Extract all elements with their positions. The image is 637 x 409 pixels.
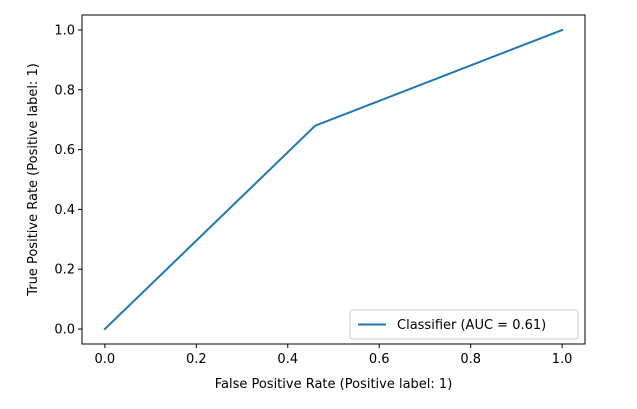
legend-label: Classifier (AUC = 0.61): [397, 318, 546, 333]
plot-area-frame: [81, 14, 586, 345]
y-axis-ticks: 0.0 0.2 0.4 0.6 0.8 1.0: [54, 23, 82, 338]
legend-box: [349, 309, 579, 340]
legend: Classifier (AUC = 0.61): [349, 309, 579, 340]
series-layer: [103, 28, 564, 331]
y-tick-label: 1.0: [54, 23, 75, 38]
y-tick-label: 0.8: [54, 83, 75, 98]
y-tick-label: 0.0: [54, 323, 75, 338]
x-tick-label: 0.4: [277, 352, 298, 367]
x-axis-ticks: 0.0 0.2 0.4 0.6 0.8 1.0: [95, 344, 573, 367]
roc-line: [103, 28, 564, 331]
x-axis-label: False Positive Rate (Positive label: 1): [215, 377, 453, 392]
x-tick-label: 1.0: [552, 352, 573, 367]
y-axis-label: True Positive Rate (Positive label: 1): [26, 63, 41, 297]
x-tick-label: 0.0: [95, 352, 116, 367]
y-tick-label: 0.4: [54, 203, 75, 218]
x-tick-label: 0.2: [186, 352, 207, 367]
x-tick-label: 0.6: [369, 352, 390, 367]
x-tick-label: 0.8: [460, 352, 481, 367]
y-tick-label: 0.2: [54, 263, 75, 278]
y-tick-label: 0.6: [54, 143, 75, 158]
